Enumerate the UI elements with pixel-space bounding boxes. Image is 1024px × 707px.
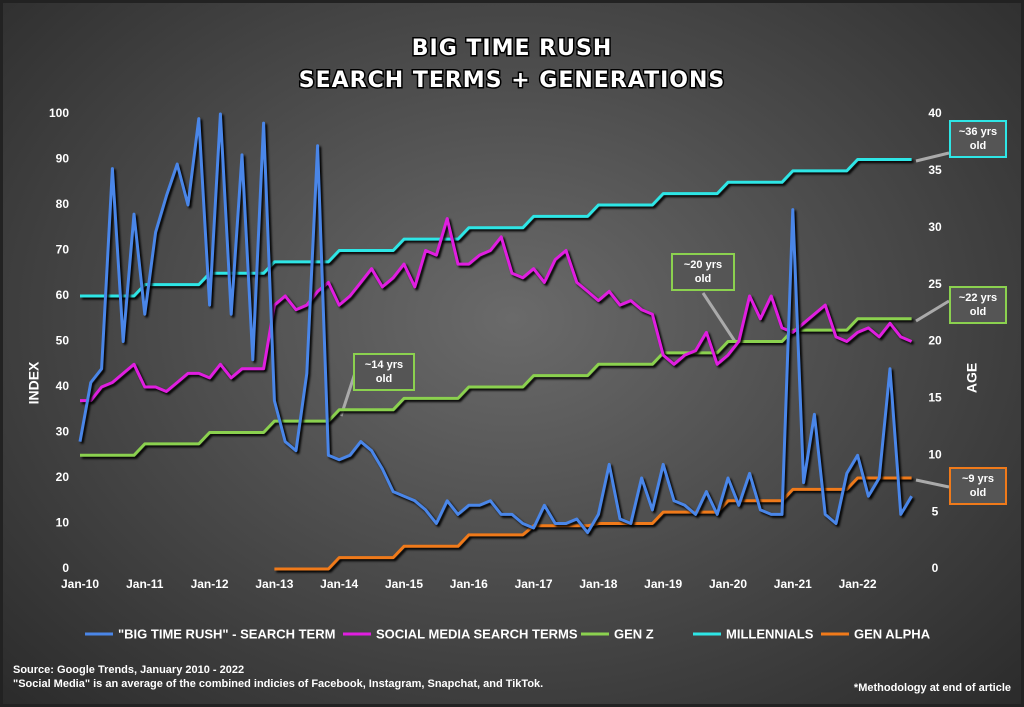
x-tick-label: Jan-20: [709, 577, 747, 591]
legend-label: GEN ALPHA: [854, 626, 931, 641]
x-tick-label: Jan-18: [579, 577, 617, 591]
legend-label: SOCIAL MEDIA SEARCH TERMS: [376, 626, 578, 641]
x-tick-label: Jan-22: [839, 577, 877, 591]
y-tick-label: 60: [56, 288, 70, 302]
x-tick-label: Jan-13: [255, 577, 293, 591]
y2-axis-label: AGE: [964, 363, 980, 393]
annotation: ~36 yrs old: [949, 120, 1007, 158]
y-tick-label: 50: [56, 334, 70, 348]
x-tick-label: Jan-19: [644, 577, 682, 591]
x-tick-label: Jan-14: [320, 577, 358, 591]
x-tick-label: Jan-10: [61, 577, 99, 591]
y2-tick-label: 10: [928, 447, 942, 461]
chart-title: BIG TIME RUSH: [412, 36, 613, 61]
y2-tick-label: 5: [932, 504, 939, 518]
annotation: ~20 yrs old: [671, 253, 735, 291]
chart-subtitle: SEARCH TERMS + GENERATIONS: [299, 68, 725, 93]
y2-tick-label: 30: [928, 220, 942, 234]
chart-svg: BIG TIME RUSH SEARCH TERMS + GENERATIONS…: [13, 35, 1011, 694]
annotation-leader: [915, 299, 950, 323]
x-tick-label: Jan-15: [385, 577, 423, 591]
series-line: [78, 112, 913, 535]
note: *Methodology at end of article: [854, 682, 1011, 694]
y-tick-label: 30: [56, 425, 70, 439]
y-tick-label: 80: [56, 197, 70, 211]
y-tick-label: 40: [56, 379, 70, 393]
legend-label: MILLENNIALS: [726, 626, 814, 641]
annotation: ~9 yrs old: [949, 467, 1007, 505]
series-line: [80, 217, 913, 403]
x-tick-label: Jan-11: [126, 577, 164, 591]
series-line: [80, 317, 912, 457]
y2-tick-label: 25: [928, 277, 942, 291]
y2-tick-label: 15: [928, 391, 942, 405]
series-line: [80, 158, 912, 298]
legend-label: GEN Z: [614, 626, 654, 641]
legend-label: "BIG TIME RUSH" - SEARCH TERM: [118, 626, 335, 641]
x-tick-label: Jan-16: [450, 577, 488, 591]
y-tick-label: 70: [56, 243, 70, 257]
y2-tick-label: 35: [928, 163, 942, 177]
y2-tick-label: 20: [928, 334, 942, 348]
annotation: ~14 yrs old: [353, 353, 415, 391]
y-tick-label: 10: [56, 516, 70, 530]
annotation: ~22 yrs old: [949, 286, 1007, 324]
x-tick-label: Jan-12: [191, 577, 229, 591]
y-tick-label: 0: [62, 561, 69, 575]
source: Source: Google Trends, January 2010 - 20…: [13, 664, 244, 676]
y-tick-label: 90: [56, 152, 70, 166]
y-tick-label: 20: [56, 470, 70, 484]
annotation-leader: [915, 478, 950, 489]
x-tick-label: Jan-17: [515, 577, 553, 591]
y-axis-label: INDEX: [26, 361, 42, 404]
y2-tick-label: 40: [928, 106, 942, 120]
y-tick-label: 100: [49, 106, 69, 120]
annotation-leader: [915, 151, 950, 163]
y2-tick-label: 0: [932, 561, 939, 575]
x-tick-label: Jan-21: [774, 577, 812, 591]
annotation-leader: [701, 292, 738, 344]
source: "Social Media" is an average of the comb…: [13, 678, 543, 690]
